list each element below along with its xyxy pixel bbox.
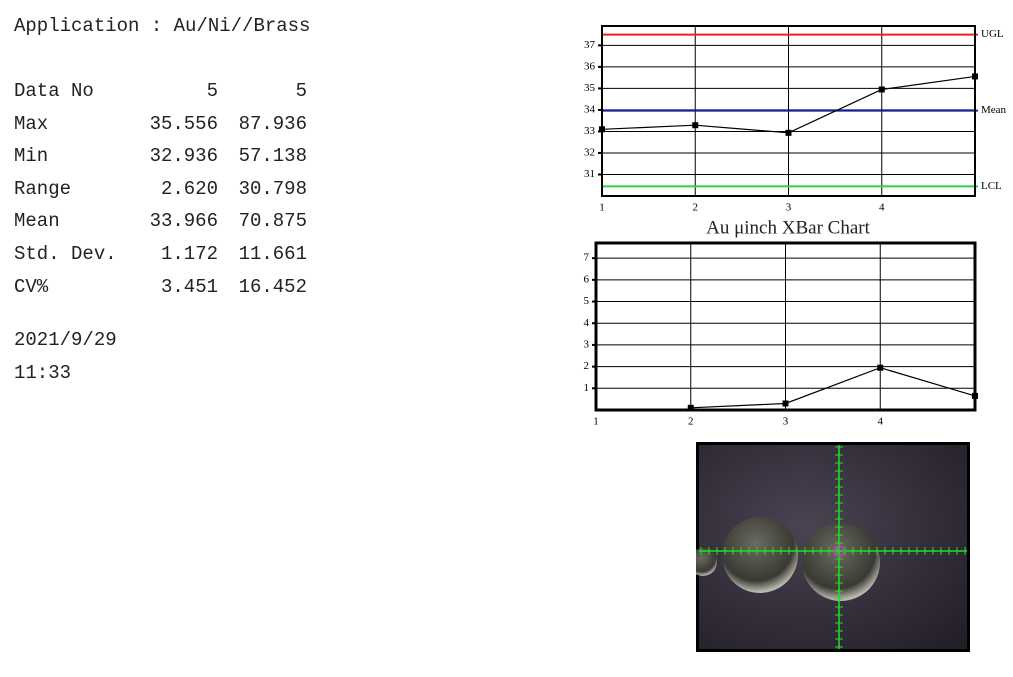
data-point <box>687 404 694 411</box>
application: Application : Au/Ni//Brass <box>14 15 311 37</box>
stat-label: Min <box>14 145 49 168</box>
stat-value: 5 <box>206 80 218 102</box>
reference-label: UGL <box>981 28 1004 40</box>
chart-title: Au μinch XBar Chart <box>706 217 870 238</box>
y-tick-label: 5 <box>584 295 590 307</box>
stat-label: CV% <box>14 275 49 298</box>
stat-value: 35.556 <box>149 112 218 135</box>
data-point <box>599 126 605 133</box>
stat-label: Std. Dev. <box>14 243 117 265</box>
date: 2021/9/29 <box>14 329 117 351</box>
time: 11:33 <box>14 362 72 384</box>
stat-label: Data No <box>14 80 94 102</box>
data-point <box>972 73 978 80</box>
x-tick-label: 2 <box>688 416 694 428</box>
y-tick-label: 3 <box>584 338 590 350</box>
x-tick-label: 1 <box>593 416 599 428</box>
stat-value: 32.936 <box>149 145 218 168</box>
data-point <box>785 129 792 136</box>
stat-value: 5 <box>295 80 307 102</box>
stat-label: Mean <box>14 210 60 233</box>
plot-frame <box>601 25 976 197</box>
data-point <box>878 86 885 93</box>
y-tick-label: 4 <box>584 317 590 329</box>
y-tick-label: 32 <box>584 146 595 158</box>
y-tick-label: 34 <box>584 103 596 115</box>
y-tick-label: 2 <box>584 360 590 372</box>
data-line <box>690 367 976 409</box>
stat-value: 3.451 <box>160 275 218 298</box>
data-point <box>782 400 789 407</box>
stat-value: 30.798 <box>238 177 307 200</box>
y-tick-label: 7 <box>584 252 590 264</box>
data-point <box>972 392 978 399</box>
data-point <box>692 122 699 129</box>
stat-value: 16.452 <box>238 275 307 298</box>
y-tick-label: 31 <box>584 168 595 180</box>
stat-value: 11.661 <box>238 243 307 265</box>
stat-value: 70.875 <box>238 210 307 233</box>
x-tick-label: 3 <box>786 202 792 214</box>
stat-label: Max <box>14 112 49 135</box>
y-tick-label: 35 <box>584 82 596 94</box>
x-tick-label: 4 <box>879 202 885 214</box>
x-tick-label: 1 <box>599 202 605 214</box>
y-tick-label: 36 <box>584 60 596 72</box>
y-tick-label: 6 <box>584 273 590 285</box>
stat-value: 57.138 <box>238 145 307 168</box>
y-tick-label: 1 <box>584 382 590 394</box>
stat-value: 33.966 <box>149 210 218 233</box>
camera-image <box>696 442 970 652</box>
y-tick-label: 37 <box>584 39 596 51</box>
y-tick-label: 33 <box>584 125 596 137</box>
stat-label: Range <box>14 177 72 200</box>
reference-label: Mean <box>981 104 1007 116</box>
reference-label: LCL <box>981 180 1002 192</box>
x-tick-label: 2 <box>693 202 699 214</box>
x-tick-label: 3 <box>783 416 789 428</box>
stat-value: 87.936 <box>238 112 307 135</box>
data-point <box>877 364 884 371</box>
plot-frame <box>594 241 977 412</box>
stat-value: 2.620 <box>160 177 218 200</box>
stat-value: 1.172 <box>160 243 218 265</box>
x-tick-label: 4 <box>878 416 884 428</box>
